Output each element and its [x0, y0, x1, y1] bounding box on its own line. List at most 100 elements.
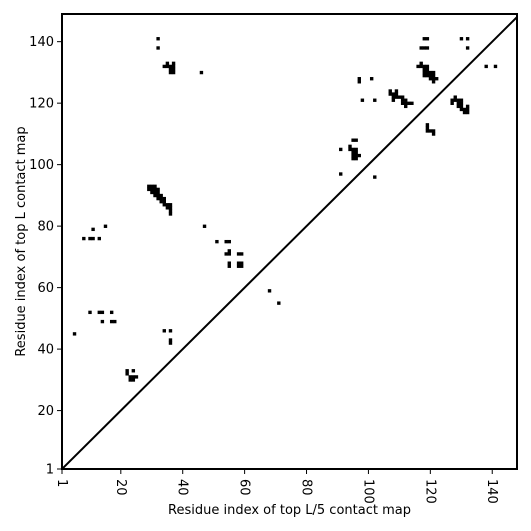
contact-point: [91, 236, 95, 241]
contact-point: [459, 104, 464, 109]
y-tick-label: 140: [29, 35, 54, 50]
contact-point: [394, 95, 399, 99]
contact-point: [97, 236, 101, 241]
contact-point: [165, 64, 170, 69]
contact-point: [239, 252, 244, 256]
contact-point: [425, 126, 430, 130]
contact-point: [354, 156, 358, 161]
contact-point: [156, 187, 160, 192]
contact-point: [404, 101, 408, 105]
contact-point: [91, 227, 95, 232]
y-tick-label: 60: [37, 281, 54, 296]
points-layer: [72, 37, 498, 382]
contact-point: [416, 64, 420, 69]
contact-point: [100, 319, 105, 324]
contact-point: [199, 70, 204, 75]
contact-point: [431, 73, 436, 78]
contact-point: [125, 372, 129, 376]
contact-point: [128, 375, 132, 379]
x-tick-label: 100: [360, 479, 375, 504]
contact-point: [227, 239, 231, 244]
contact-point: [113, 319, 117, 324]
contact-point: [351, 150, 355, 155]
contact-point: [410, 101, 414, 105]
contact-point: [168, 209, 173, 213]
contact-point: [267, 289, 272, 293]
contact-point: [351, 138, 355, 142]
contact-point: [465, 107, 470, 112]
contact-point: [428, 77, 433, 81]
contact-point: [227, 264, 231, 268]
contact-point: [168, 212, 173, 216]
contact-point: [453, 98, 457, 102]
contact-point: [277, 301, 281, 305]
contact-point: [100, 310, 105, 315]
y-tick-label: 1: [46, 463, 54, 478]
y-tick-label: 100: [29, 158, 54, 173]
contact-point: [431, 77, 436, 81]
contact-point: [394, 92, 399, 96]
contact-point: [168, 206, 173, 210]
contact-point: [434, 77, 439, 81]
contact-point: [397, 95, 402, 99]
y-tick-label: 40: [37, 343, 54, 358]
contact-point: [419, 61, 423, 66]
contact-point: [159, 199, 163, 204]
contact-point: [215, 239, 219, 244]
contact-point: [462, 107, 467, 112]
x-tick-label: 140: [484, 479, 499, 504]
contact-point: [162, 203, 166, 207]
contact-point: [147, 187, 151, 192]
contact-point: [156, 37, 160, 41]
contact-point: [425, 37, 430, 41]
contact-point: [493, 64, 498, 69]
contact-point: [400, 95, 405, 99]
contact-point: [171, 61, 176, 66]
contact-point: [357, 80, 361, 84]
contact-point: [459, 107, 464, 112]
contact-point: [404, 104, 408, 109]
contact-point: [351, 147, 355, 152]
contact-point: [407, 101, 411, 105]
contact-point: [339, 147, 343, 152]
contact-point: [168, 203, 173, 207]
contact-point: [171, 70, 176, 75]
contact-point: [109, 319, 114, 324]
contact-point: [236, 252, 241, 256]
contact-point: [354, 147, 358, 152]
contact-point: [462, 110, 467, 115]
contact-point: [131, 369, 136, 373]
contact-point: [134, 375, 139, 379]
contact-point: [227, 249, 231, 253]
contact-point: [431, 70, 436, 75]
contact-point: [425, 73, 430, 78]
contact-point: [391, 92, 396, 96]
contact-point: [422, 46, 426, 50]
contact-point: [369, 77, 374, 81]
contact-point: [202, 224, 207, 228]
plot-frame: [61, 13, 518, 470]
contact-point: [162, 196, 166, 201]
contact-point: [428, 129, 433, 133]
contact-point: [171, 67, 176, 72]
contact-point: [428, 70, 433, 75]
contact-point: [425, 129, 430, 133]
contact-point: [354, 150, 358, 155]
contact-point: [165, 203, 170, 207]
contact-point: [168, 329, 173, 333]
contact-point: [425, 70, 430, 75]
contact-point: [153, 187, 157, 192]
contact-point: [351, 156, 355, 161]
diagonal-layer: [62, 16, 517, 469]
contact-point: [425, 67, 430, 72]
contact-point: [150, 190, 154, 195]
x-tick-label: 60: [237, 479, 252, 496]
contact-point: [339, 172, 343, 176]
diagonal-line: [62, 16, 517, 469]
x-axis: 1 20 40 60 80 100 120 140: [54, 469, 499, 504]
contact-point: [354, 138, 358, 142]
contact-point: [422, 64, 426, 69]
contact-point: [400, 98, 405, 102]
contact-point: [125, 369, 129, 373]
